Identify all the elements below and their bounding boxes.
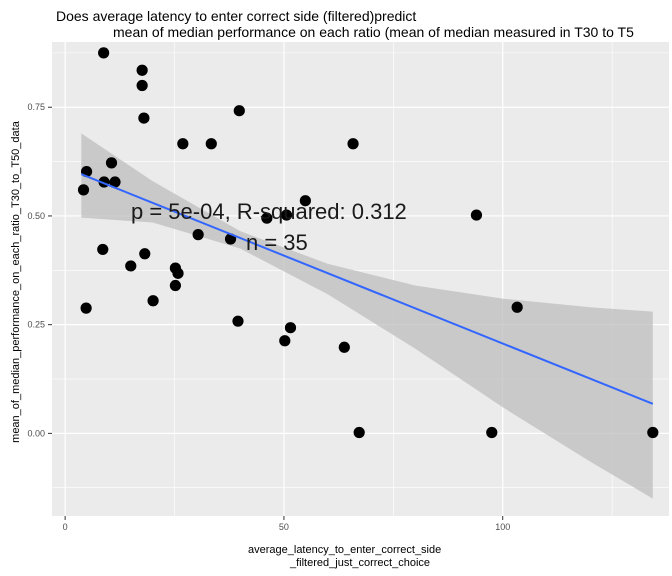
data-point bbox=[138, 112, 150, 124]
y-tick-label: 0.50 bbox=[27, 211, 45, 221]
x-axis-title-line2: _filtered_just_correct_choice bbox=[289, 557, 430, 569]
y-tick-label: 0.25 bbox=[27, 320, 45, 330]
data-point bbox=[97, 243, 109, 256]
y-tick-label: 0.75 bbox=[27, 102, 45, 112]
x-axis-ticks: 0 50 100 bbox=[63, 516, 510, 532]
data-point bbox=[109, 176, 121, 188]
y-axis-ticks: 0.00 0.25 0.50 0.75 bbox=[27, 102, 52, 438]
data-point bbox=[470, 209, 483, 221]
data-point bbox=[80, 302, 92, 314]
data-point bbox=[647, 426, 659, 439]
data-point bbox=[338, 341, 350, 353]
x-tick-label: 50 bbox=[279, 522, 289, 532]
regression-line bbox=[80, 173, 654, 405]
y-axis-title: mean_of_median_performance_on_each_ratio… bbox=[10, 120, 22, 443]
data-point bbox=[261, 212, 273, 224]
data-point bbox=[136, 64, 148, 76]
data-point bbox=[136, 79, 148, 92]
data-point bbox=[177, 138, 189, 150]
data-point bbox=[105, 157, 118, 169]
data-point bbox=[172, 267, 184, 279]
data-point bbox=[125, 260, 137, 272]
x-axis-title-line1: average_latency_to_enter_correct_side bbox=[248, 544, 441, 556]
chart-title-line1: Does average latency to enter correct si… bbox=[56, 8, 416, 24]
x-tick-label: 100 bbox=[495, 522, 510, 532]
data-points bbox=[77, 47, 659, 439]
data-point bbox=[284, 322, 297, 334]
data-point bbox=[169, 279, 181, 292]
data-point bbox=[511, 301, 523, 313]
data-point bbox=[77, 184, 90, 196]
data-point bbox=[299, 195, 311, 207]
data-point bbox=[486, 426, 498, 439]
sample-size-annotation: n = 35 bbox=[246, 230, 308, 255]
confidence-band bbox=[81, 133, 653, 499]
x-tick-label: 0 bbox=[63, 522, 68, 532]
y-tick-label: 0.00 bbox=[27, 428, 45, 438]
data-point bbox=[139, 248, 151, 260]
data-point bbox=[232, 315, 244, 327]
stats-annotation: p = 5e-04, R-squared: 0.312 bbox=[131, 199, 407, 224]
data-point bbox=[280, 209, 293, 221]
grid-minor bbox=[52, 42, 669, 516]
data-point bbox=[233, 105, 245, 117]
data-point bbox=[192, 229, 204, 241]
data-point bbox=[147, 295, 159, 307]
data-point bbox=[279, 335, 291, 347]
data-point bbox=[98, 47, 110, 59]
data-point bbox=[205, 138, 217, 150]
chart-title-line2: mean of median performance on each ratio… bbox=[113, 24, 634, 40]
data-point bbox=[347, 138, 359, 150]
data-point bbox=[353, 426, 365, 439]
